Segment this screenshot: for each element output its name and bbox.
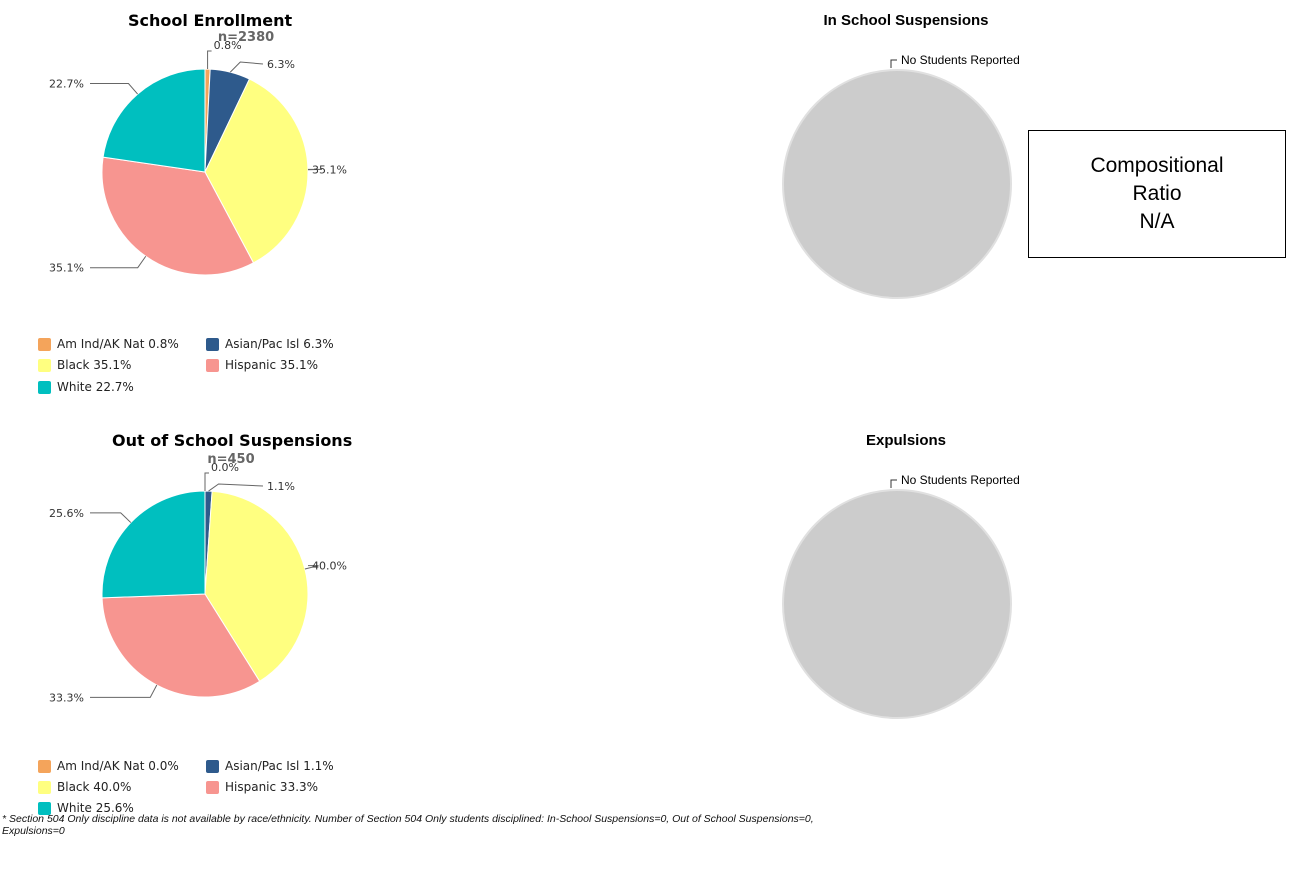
ratio-line-1: Compositional [1090,154,1224,177]
slice-label: 35.1% [312,163,347,176]
label-leader-line [90,512,132,523]
legend-swatch [206,759,219,773]
label-leader-line [90,255,147,269]
expulsions-title: Expulsions [865,432,947,449]
legend-item: Am Ind/AK Nat 0.0% [38,759,179,773]
slice-label: 0.8% [214,39,242,52]
legend-item: Asian/Pac Isl 1.1% [206,759,334,773]
legend-label: Hispanic 35.1% [225,358,319,372]
legend-label: Am Ind/AK Nat 0.8% [57,337,179,351]
slice-label: 6.3% [267,58,295,71]
pie-slice [204,78,309,264]
slice-label: 22.7% [49,78,84,91]
legend-label: Hispanic 33.3% [225,780,319,794]
legend-item: Am Ind/AK Nat 0.8% [38,337,179,351]
legend-swatch [38,337,51,351]
legend-label: Asian/Pac Isl 6.3% [225,337,334,351]
slice-label: 35.1% [49,262,84,275]
enrollment-chart-title: School Enrollment [128,11,293,30]
no-data-leader-line [890,479,897,488]
legend-label: White 25.6% [57,801,134,815]
legend-swatch [38,358,51,372]
label-leader-line [90,684,158,698]
legend-swatch [38,780,51,794]
footnote: * Section 504 Only discipline data is no… [2,813,1062,837]
slice-label: 0.0% [211,461,239,474]
legend-label: Asian/Pac Isl 1.1% [225,759,334,773]
label-leader-line [229,61,264,73]
enrollment-n-label: n=2380 [217,30,275,45]
slice-label: 33.3% [49,691,84,704]
label-leader-line [204,472,209,491]
compositional-ratio-box: Compositional Ratio N/A [1028,130,1286,258]
legend-item: White 22.7% [38,380,134,394]
legend-item: Black 35.1% [38,358,131,372]
no-data-label: No Students Reported [901,473,1020,487]
label-leader-line [208,483,264,492]
pie-slice [102,68,206,173]
oss-n-label: n=450 [207,452,255,467]
in-school-suspensions-title: In School Suspensions [823,12,989,29]
label-leader-line [304,565,319,570]
legend-item: Hispanic 33.3% [206,780,318,794]
legend-label: Black 40.0% [57,780,132,794]
pie-slice [204,490,309,683]
no-data-leader-line [890,59,897,68]
legend-item: Asian/Pac Isl 6.3% [206,337,334,351]
slice-label: 25.6% [49,507,84,520]
footnote-line-1: * Section 504 Only discipline data is no… [2,813,814,825]
out-of-school-suspensions-title: Out of School Suspensions [112,431,353,450]
legend-swatch [38,380,51,394]
legend-item: Hispanic 35.1% [206,358,318,372]
legend-label: Am Ind/AK Nat 0.0% [57,759,179,773]
legend-swatch [206,358,219,372]
slice-label: 40.0% [312,560,347,573]
slice-label: 1.1% [267,480,295,493]
label-leader-line [207,50,212,70]
legend-swatch [38,801,51,815]
legend-label: White 22.7% [57,380,134,394]
empty-pie [782,69,1012,299]
ratio-line-3: N/A [1139,210,1175,233]
footnote-line-2: Expulsions=0 [2,825,65,837]
pie-slice [101,156,255,276]
legend-swatch [206,780,219,794]
ratio-line-2: Ratio [1132,182,1182,205]
legend-item: Black 40.0% [38,780,131,794]
empty-pie [782,489,1012,719]
label-leader-line [90,83,138,95]
no-data-label: No Students Reported [901,53,1020,67]
legend-label: Black 35.1% [57,358,132,372]
legend-item: White 25.6% [38,801,134,815]
pie-slice [101,490,206,599]
legend-swatch [206,337,219,351]
legend-swatch [38,759,51,773]
